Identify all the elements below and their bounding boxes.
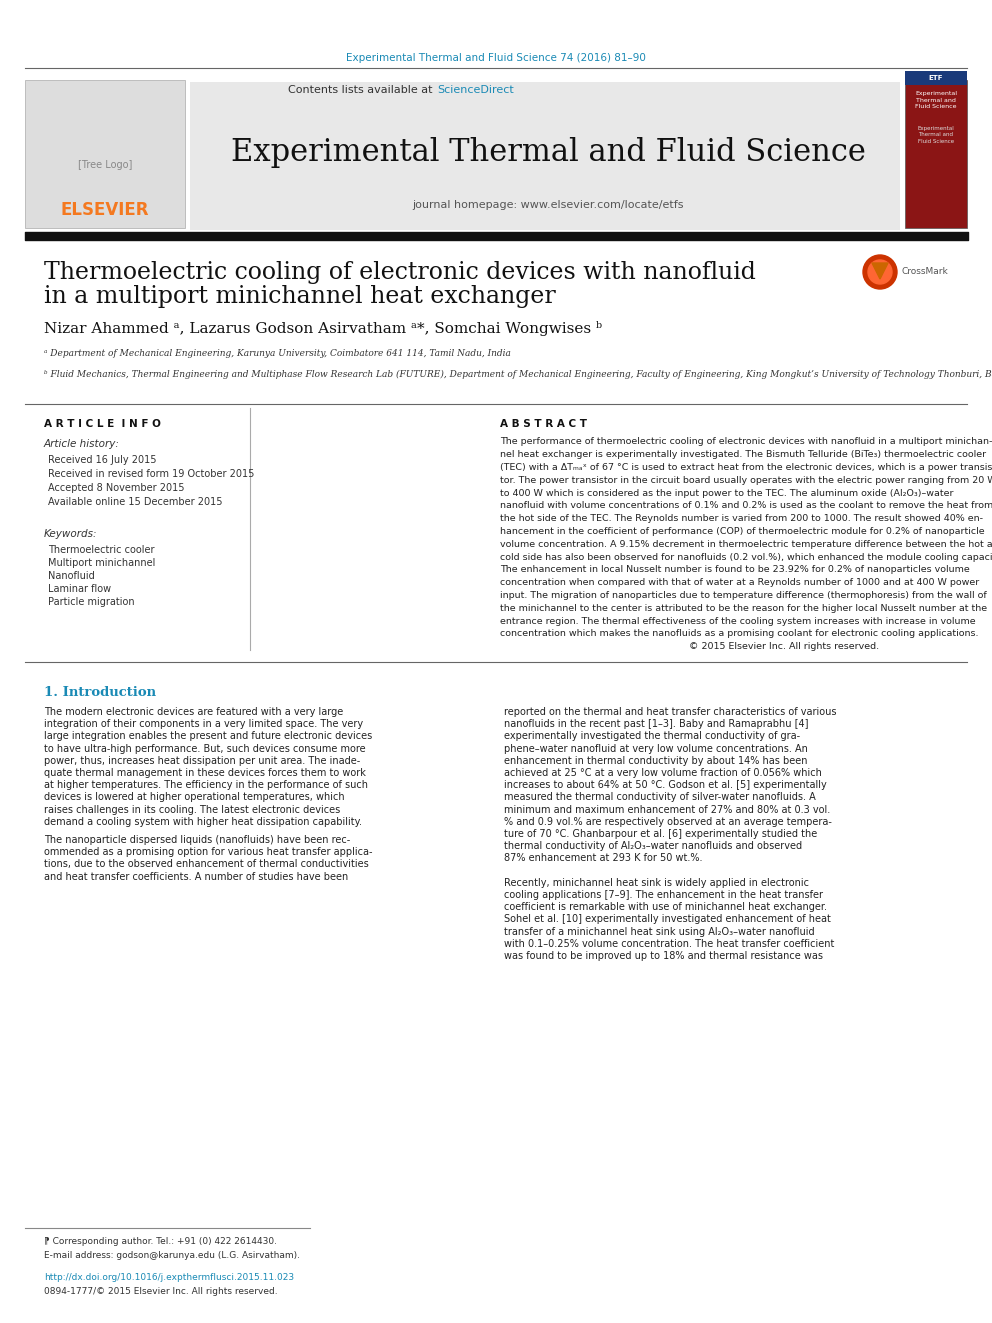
Text: ommended as a promising option for various heat transfer applica-: ommended as a promising option for vario… [44,847,373,857]
Text: Experimental Thermal and Fluid Science 74 (2016) 81–90: Experimental Thermal and Fluid Science 7… [346,53,646,64]
Text: The performance of thermoelectric cooling of electronic devices with nanofluid i: The performance of thermoelectric coolin… [500,438,992,446]
Text: 87% enhancement at 293 K for 50 wt.%.: 87% enhancement at 293 K for 50 wt.%. [504,853,702,864]
Text: cooling applications [7–9]. The enhancement in the heat transfer: cooling applications [7–9]. The enhancem… [504,890,823,900]
Text: the hot side of the TEC. The Reynolds number is varied from 200 to 1000. The res: the hot side of the TEC. The Reynolds nu… [500,515,983,524]
Text: ETF: ETF [929,75,943,81]
Text: with 0.1–0.25% volume concentration. The heat transfer coefficient: with 0.1–0.25% volume concentration. The… [504,939,834,949]
Text: ᵃ Department of Mechanical Engineering, Karunya University, Coimbatore 641 114, : ᵃ Department of Mechanical Engineering, … [44,349,511,359]
Text: the minichannel to the center is attributed to be the reason for the higher loca: the minichannel to the center is attribu… [500,603,987,613]
Text: Nizar Ahammed ᵃ, Lazarus Godson Asirvatham ᵃ*, Somchai Wongwises ᵇ: Nizar Ahammed ᵃ, Lazarus Godson Asirvath… [44,320,602,336]
Text: in a multiport minichannel heat exchanger: in a multiport minichannel heat exchange… [44,286,556,308]
Text: Keywords:: Keywords: [44,529,97,538]
Text: input. The migration of nanoparticles due to temperature difference (thermophore: input. The migration of nanoparticles du… [500,591,987,601]
Text: Particle migration: Particle migration [48,597,135,607]
Text: A B S T R A C T: A B S T R A C T [500,419,587,429]
Text: [Tree Logo]: [Tree Logo] [77,160,132,169]
Text: % and 0.9 vol.% are respectively observed at an average tempera-: % and 0.9 vol.% are respectively observe… [504,816,832,827]
Text: was found to be improved up to 18% and thermal resistance was: was found to be improved up to 18% and t… [504,951,823,960]
Text: power, thus, increases heat dissipation per unit area. The inade-: power, thus, increases heat dissipation … [44,755,360,766]
Text: The enhancement in local Nusselt number is found to be 23.92% for 0.2% of nanopa: The enhancement in local Nusselt number … [500,565,970,574]
Text: (TEC) with a ΔTₘₐˣ of 67 °C is used to extract heat from the electronic devices,: (TEC) with a ΔTₘₐˣ of 67 °C is used to e… [500,463,992,472]
Text: concentration which makes the nanofluids as a promising coolant for electronic c: concentration which makes the nanofluids… [500,630,978,639]
Text: transfer of a minichannel heat sink using Al₂O₃–water nanofluid: transfer of a minichannel heat sink usin… [504,926,814,937]
Text: Contents lists available at: Contents lists available at [288,85,436,95]
Text: tor. The power transistor in the circuit board usually operates with the electri: tor. The power transistor in the circuit… [500,476,992,486]
Text: journal homepage: www.elsevier.com/locate/etfs: journal homepage: www.elsevier.com/locat… [413,200,683,210]
Text: demand a cooling system with higher heat dissipation capability.: demand a cooling system with higher heat… [44,816,362,827]
Text: Laminar flow: Laminar flow [48,583,111,594]
Text: Experimental Thermal and Fluid Science: Experimental Thermal and Fluid Science [230,136,865,168]
Text: Experimental
Thermal and
Fluid Science: Experimental Thermal and Fluid Science [915,91,957,108]
Text: reported on the thermal and heat transfer characteristics of various: reported on the thermal and heat transfe… [504,706,836,717]
Text: concentration when compared with that of water at a Reynolds number of 1000 and : concentration when compared with that of… [500,578,979,587]
Text: phene–water nanofluid at very low volume concentrations. An: phene–water nanofluid at very low volume… [504,744,807,754]
Text: E-mail address: godson@karunya.edu (L.G. Asirvatham).: E-mail address: godson@karunya.edu (L.G.… [44,1252,300,1261]
Text: nanofluids in the recent past [1–3]. Baby and Ramaprabhu [4]: nanofluids in the recent past [1–3]. Bab… [504,720,808,729]
Text: and heat transfer coefficients. A number of studies have been: and heat transfer coefficients. A number… [44,872,348,881]
Text: Received 16 July 2015: Received 16 July 2015 [48,455,157,464]
Text: achieved at 25 °C at a very low volume fraction of 0.056% which: achieved at 25 °C at a very low volume f… [504,767,822,778]
FancyBboxPatch shape [905,71,967,85]
Text: 1. Introduction: 1. Introduction [44,685,156,699]
FancyBboxPatch shape [190,82,900,230]
Text: Nanofluid: Nanofluid [48,572,95,581]
Text: minimum and maximum enhancement of 27% and 80% at 0.3 vol.: minimum and maximum enhancement of 27% a… [504,804,830,815]
Text: experimentally investigated the thermal conductivity of gra-: experimentally investigated the thermal … [504,732,801,741]
Text: Multiport minichannel: Multiport minichannel [48,558,156,568]
Text: Recently, minichannel heat sink is widely applied in electronic: Recently, minichannel heat sink is widel… [504,877,809,888]
Text: cold side has also been observed for nanofluids (0.2 vol.%), which enhanced the : cold side has also been observed for nan… [500,553,992,562]
Text: ⁋ Corresponding author. Tel.: +91 (0) 422 2614430.: ⁋ Corresponding author. Tel.: +91 (0) 42… [44,1237,277,1246]
Text: Thermoelectric cooling of electronic devices with nanofluid: Thermoelectric cooling of electronic dev… [44,261,756,283]
Text: 0894-1777/© 2015 Elsevier Inc. All rights reserved.: 0894-1777/© 2015 Elsevier Inc. All right… [44,1287,278,1297]
Text: measured the thermal conductivity of silver-water nanofluids. A: measured the thermal conductivity of sil… [504,792,815,803]
Circle shape [863,255,897,288]
Text: ture of 70 °C. Ghanbarpour et al. [6] experimentally studied the: ture of 70 °C. Ghanbarpour et al. [6] ex… [504,830,817,839]
Text: to have ultra-high performance. But, such devices consume more: to have ultra-high performance. But, suc… [44,744,366,754]
Text: enhancement in thermal conductivity by about 14% has been: enhancement in thermal conductivity by a… [504,755,807,766]
Text: Thermoelectric cooler: Thermoelectric cooler [48,545,155,556]
Text: The modern electronic devices are featured with a very large: The modern electronic devices are featur… [44,706,343,717]
Text: CrossMark: CrossMark [902,267,948,277]
Text: ScienceDirect: ScienceDirect [437,85,514,95]
Text: quate thermal management in these devices forces them to work: quate thermal management in these device… [44,767,366,778]
Text: thermal conductivity of Al₂O₃–water nanofluids and observed: thermal conductivity of Al₂O₃–water nano… [504,841,803,851]
Text: Available online 15 December 2015: Available online 15 December 2015 [48,497,222,507]
Text: © 2015 Elsevier Inc. All rights reserved.: © 2015 Elsevier Inc. All rights reserved… [500,642,879,651]
Text: nanofluid with volume concentrations of 0.1% and 0.2% is used as the coolant to : nanofluid with volume concentrations of … [500,501,992,511]
Text: http://dx.doi.org/10.1016/j.expthermflusci.2015.11.023: http://dx.doi.org/10.1016/j.expthermflus… [44,1274,294,1282]
Text: The nanoparticle dispersed liquids (nanofluids) have been rec-: The nanoparticle dispersed liquids (nano… [44,835,350,845]
FancyBboxPatch shape [905,79,967,228]
Text: nel heat exchanger is experimentally investigated. The Bismuth Telluride (BiTe₃): nel heat exchanger is experimentally inv… [500,450,986,459]
Text: Experimental
Thermal and
Fluid Science: Experimental Thermal and Fluid Science [918,126,954,144]
Text: ᵇ Fluid Mechanics, Thermal Engineering and Multiphase Flow Research Lab (FUTURE): ᵇ Fluid Mechanics, Thermal Engineering a… [44,370,992,380]
Text: hancement in the coefficient of performance (COP) of thermoelectric module for 0: hancement in the coefficient of performa… [500,527,985,536]
Text: increases to about 64% at 50 °C. Godson et al. [5] experimentally: increases to about 64% at 50 °C. Godson … [504,781,826,790]
Text: Article history:: Article history: [44,439,120,448]
Text: coefficient is remarkable with use of minichannel heat exchanger.: coefficient is remarkable with use of mi… [504,902,827,912]
Text: A R T I C L E  I N F O: A R T I C L E I N F O [44,419,161,429]
Text: to 400 W which is considered as the input power to the TEC. The aluminum oxide (: to 400 W which is considered as the inpu… [500,488,953,497]
Text: large integration enables the present and future electronic devices: large integration enables the present an… [44,732,372,741]
Circle shape [868,261,892,284]
Text: Accepted 8 November 2015: Accepted 8 November 2015 [48,483,185,493]
Text: at higher temperatures. The efficiency in the performance of such: at higher temperatures. The efficiency i… [44,781,368,790]
Polygon shape [872,263,888,279]
Text: integration of their components in a very limited space. The very: integration of their components in a ver… [44,720,363,729]
Text: Received in revised form 19 October 2015: Received in revised form 19 October 2015 [48,468,254,479]
Text: entrance region. The thermal effectiveness of the cooling system increases with : entrance region. The thermal effectivene… [500,617,975,626]
Text: devices is lowered at higher operational temperatures, which: devices is lowered at higher operational… [44,792,344,803]
Text: Sohel et al. [10] experimentally investigated enhancement of heat: Sohel et al. [10] experimentally investi… [504,914,831,925]
Text: ELSEVIER: ELSEVIER [61,201,149,220]
Text: volume concentration. A 9.15% decrement in thermoelectric temperature difference: volume concentration. A 9.15% decrement … [500,540,992,549]
FancyBboxPatch shape [25,79,185,228]
Text: tions, due to the observed enhancement of thermal conductivities: tions, due to the observed enhancement o… [44,860,369,869]
Text: raises challenges in its cooling. The latest electronic devices: raises challenges in its cooling. The la… [44,804,340,815]
